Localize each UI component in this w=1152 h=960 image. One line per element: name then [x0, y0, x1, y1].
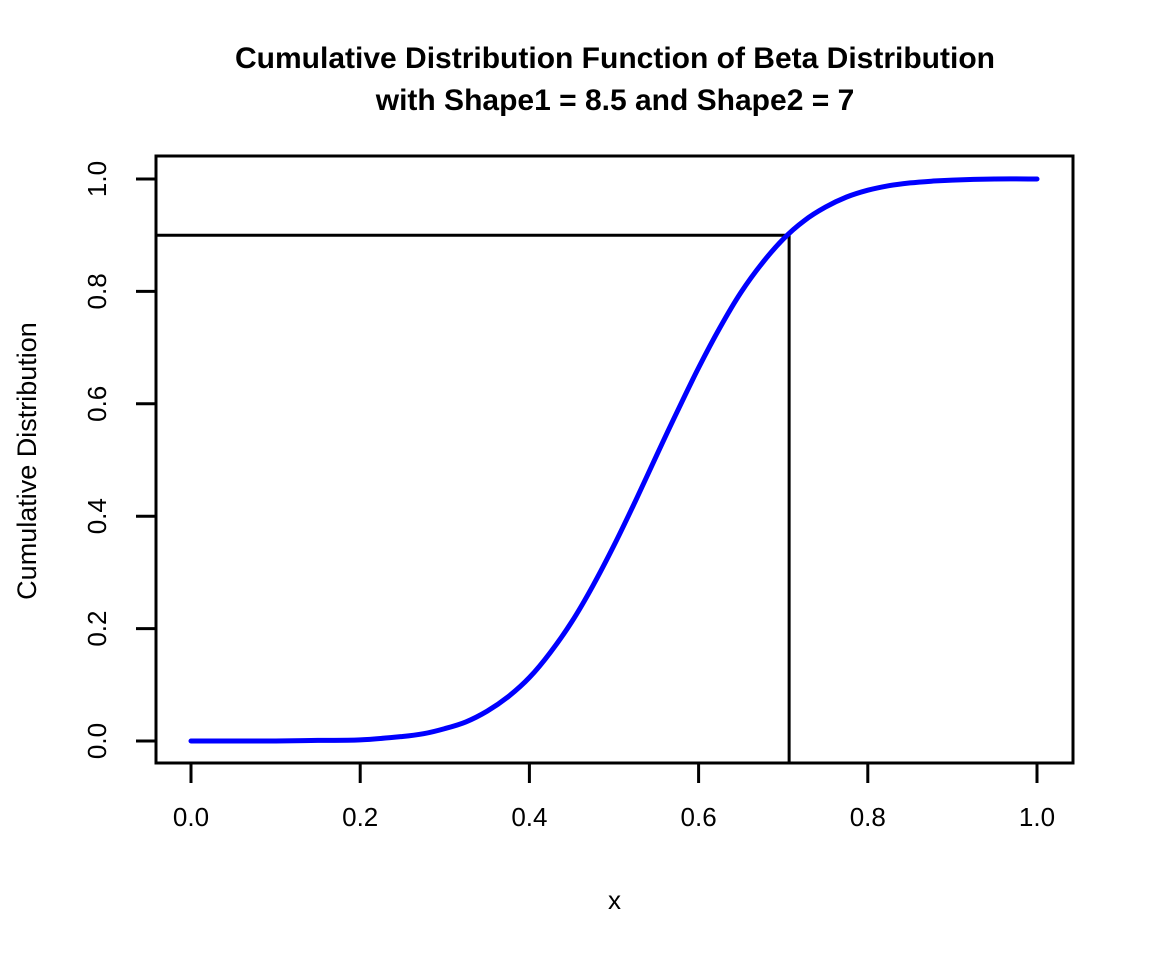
x-tick-label: 0.8: [850, 802, 886, 832]
x-tick-label: 0.4: [511, 802, 547, 832]
y-tick-label: 0.4: [82, 498, 112, 534]
plot-title-line2: with Shape1 = 8.5 and Shape2 = 7: [375, 84, 855, 117]
x-axis-label: x: [608, 885, 621, 915]
y-tick-label: 0.0: [82, 723, 112, 759]
x-tick-label: 0.2: [342, 802, 378, 832]
x-tick-label: 0.6: [681, 802, 717, 832]
plot-title: Cumulative Distribution Function of Beta…: [100, 38, 1130, 122]
y-tick-label: 1.0: [82, 161, 112, 197]
y-tick-label: 0.8: [82, 273, 112, 309]
y-tick-label: 0.2: [82, 611, 112, 647]
y-tick-label: 0.6: [82, 386, 112, 422]
x-tick-label: 1.0: [1019, 802, 1055, 832]
x-tick-label: 0.0: [173, 802, 209, 832]
cdf-curve: [188, 176, 1040, 744]
plot-title-line1: Cumulative Distribution Function of Beta…: [235, 42, 995, 75]
plot-box: [154, 154, 1075, 765]
